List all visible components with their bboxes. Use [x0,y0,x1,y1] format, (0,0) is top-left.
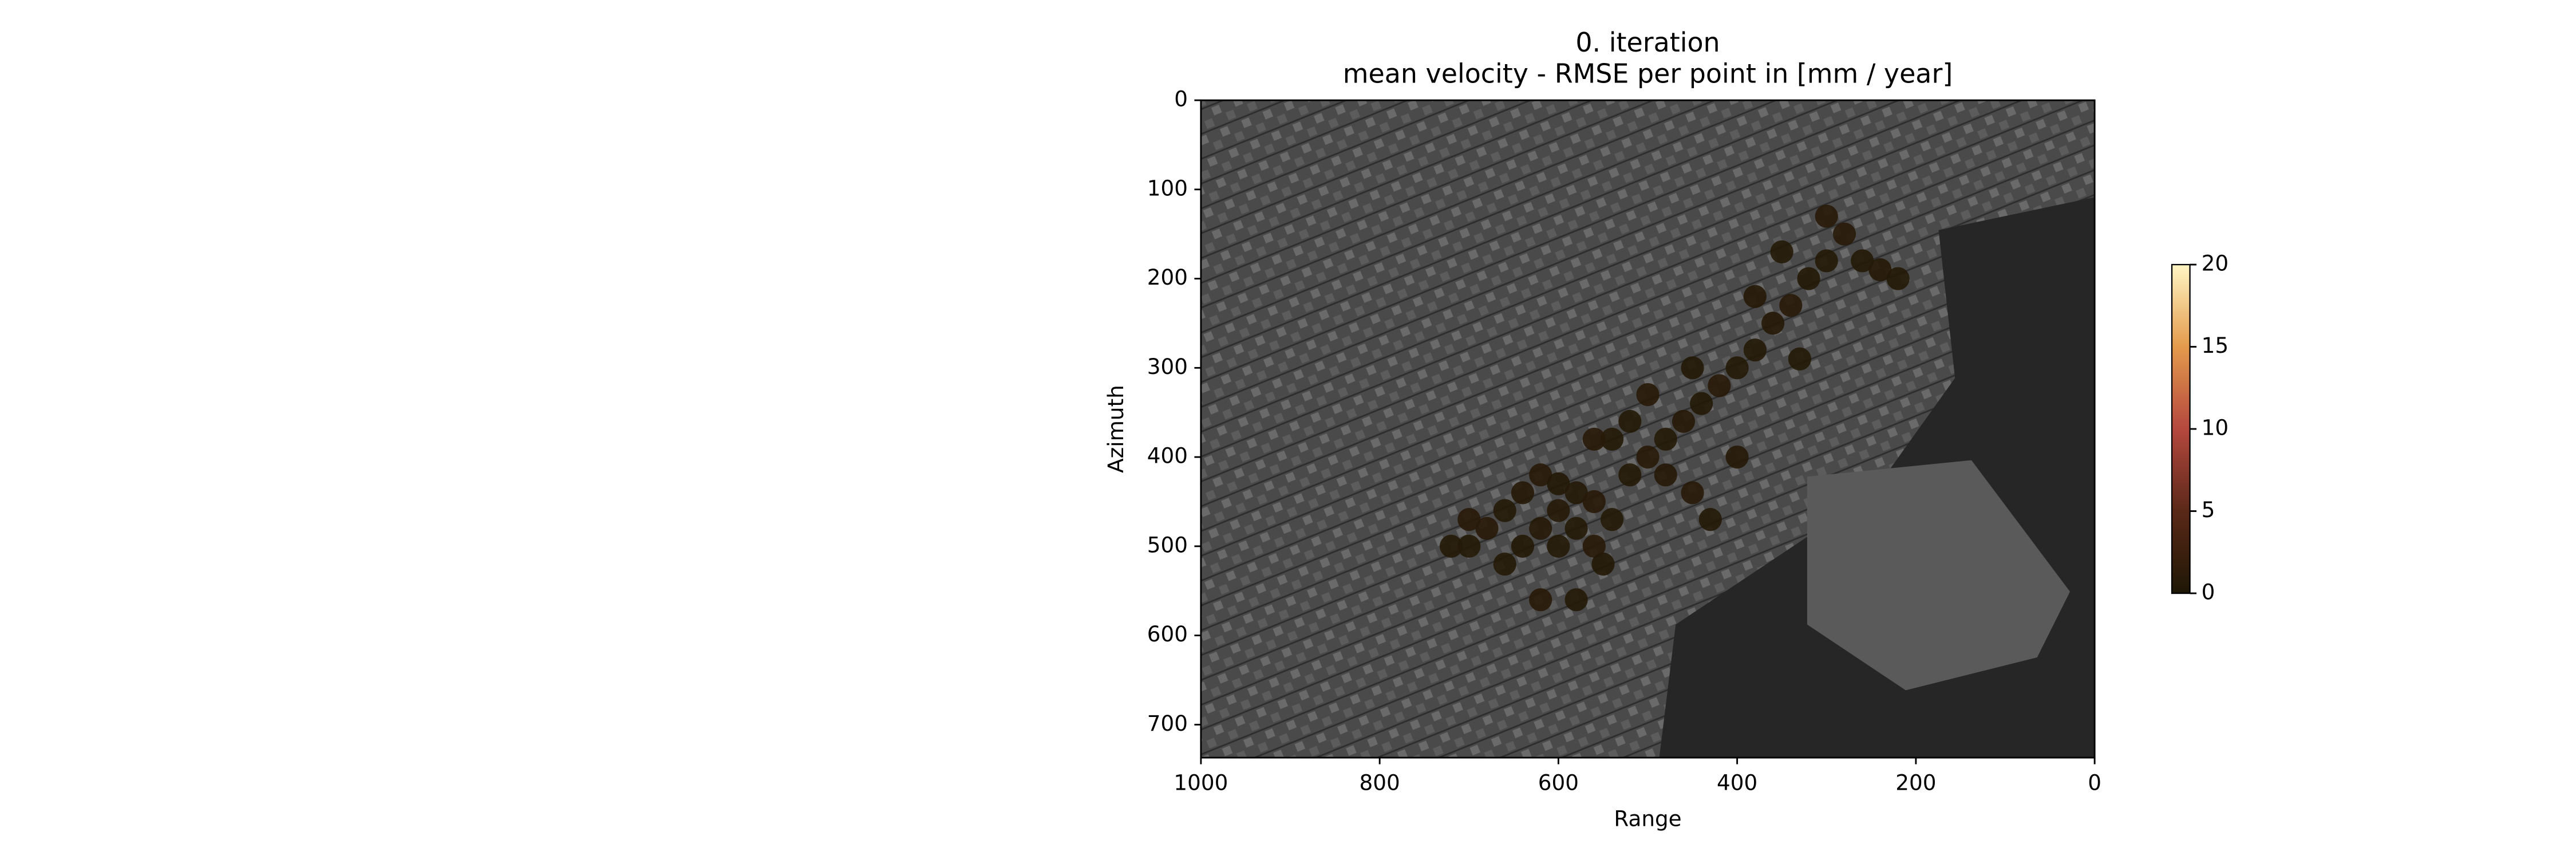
x-tick-label: 400 [1717,770,1757,795]
colorbar-tick-label: 5 [2202,497,2215,522]
point [1681,356,1704,380]
point [1868,258,1892,282]
point [1529,588,1552,612]
y-tick-label: 600 [1147,621,1188,647]
point [1475,517,1499,540]
point [1708,374,1731,397]
point [1672,409,1696,433]
y-axis-label: Azimuth [1103,385,1128,473]
x-axis-label: Range [1614,806,1681,832]
background-image [1200,99,2096,759]
y-tick-label: 500 [1147,532,1188,557]
point [1770,240,1793,263]
point [1457,534,1481,558]
point [1591,552,1615,576]
points [1439,204,1910,612]
point [1761,312,1785,335]
y-tick-label: 300 [1147,354,1188,379]
point [1547,534,1570,558]
point [1511,481,1535,505]
point [1493,552,1516,576]
chart-subtitle: mean velocity - RMSE per point in [mm / … [1343,58,1953,89]
point [1582,427,1606,451]
point [1564,481,1588,505]
chart-title: 0. iteration [1575,27,1720,58]
point [1564,517,1588,540]
point [1618,463,1642,487]
colorbar-tick-label: 0 [2202,580,2215,605]
x-tick-label: 800 [1360,770,1400,795]
y-tick-label: 200 [1147,265,1188,290]
point [1886,267,1910,290]
point [1547,499,1570,522]
point [1797,267,1820,290]
point [1582,490,1606,514]
point [1636,446,1660,469]
point [1582,534,1606,558]
point [1439,534,1463,558]
point [1815,204,1838,228]
colorbar-tick-label: 15 [2202,333,2229,358]
point [1788,347,1811,371]
point [1618,409,1642,433]
point [1529,517,1552,540]
point [1547,472,1570,495]
point [1681,481,1704,505]
colorbar-tick-label: 20 [2202,251,2229,276]
point [1743,338,1767,362]
point [1725,446,1749,469]
point [1743,285,1767,308]
y-tick-label: 100 [1147,175,1188,200]
point [1564,588,1588,612]
x-tick-label: 1000 [1174,770,1228,795]
point [1457,508,1481,531]
point [1725,356,1749,380]
point [1529,463,1552,487]
point [1779,294,1803,317]
point [1690,392,1713,415]
point [1511,534,1535,558]
x-tick-label: 0 [2088,770,2101,795]
colorbar [2171,263,2191,594]
x-tick-label: 600 [1538,770,1579,795]
point [1815,249,1838,273]
y-tick-label: 400 [1147,443,1188,468]
y-tick-label: 0 [1174,86,1188,112]
point [1851,249,1874,273]
y-tick-label: 700 [1147,711,1188,736]
colorbar-tick-label: 10 [2202,415,2229,440]
point [1600,508,1624,531]
point [1698,508,1722,531]
x-tick-label: 200 [1895,770,1936,795]
point [1654,427,1677,451]
point [1493,499,1516,522]
point [1832,222,1856,246]
point [1636,383,1660,407]
point [1654,463,1677,487]
point [1600,427,1624,451]
